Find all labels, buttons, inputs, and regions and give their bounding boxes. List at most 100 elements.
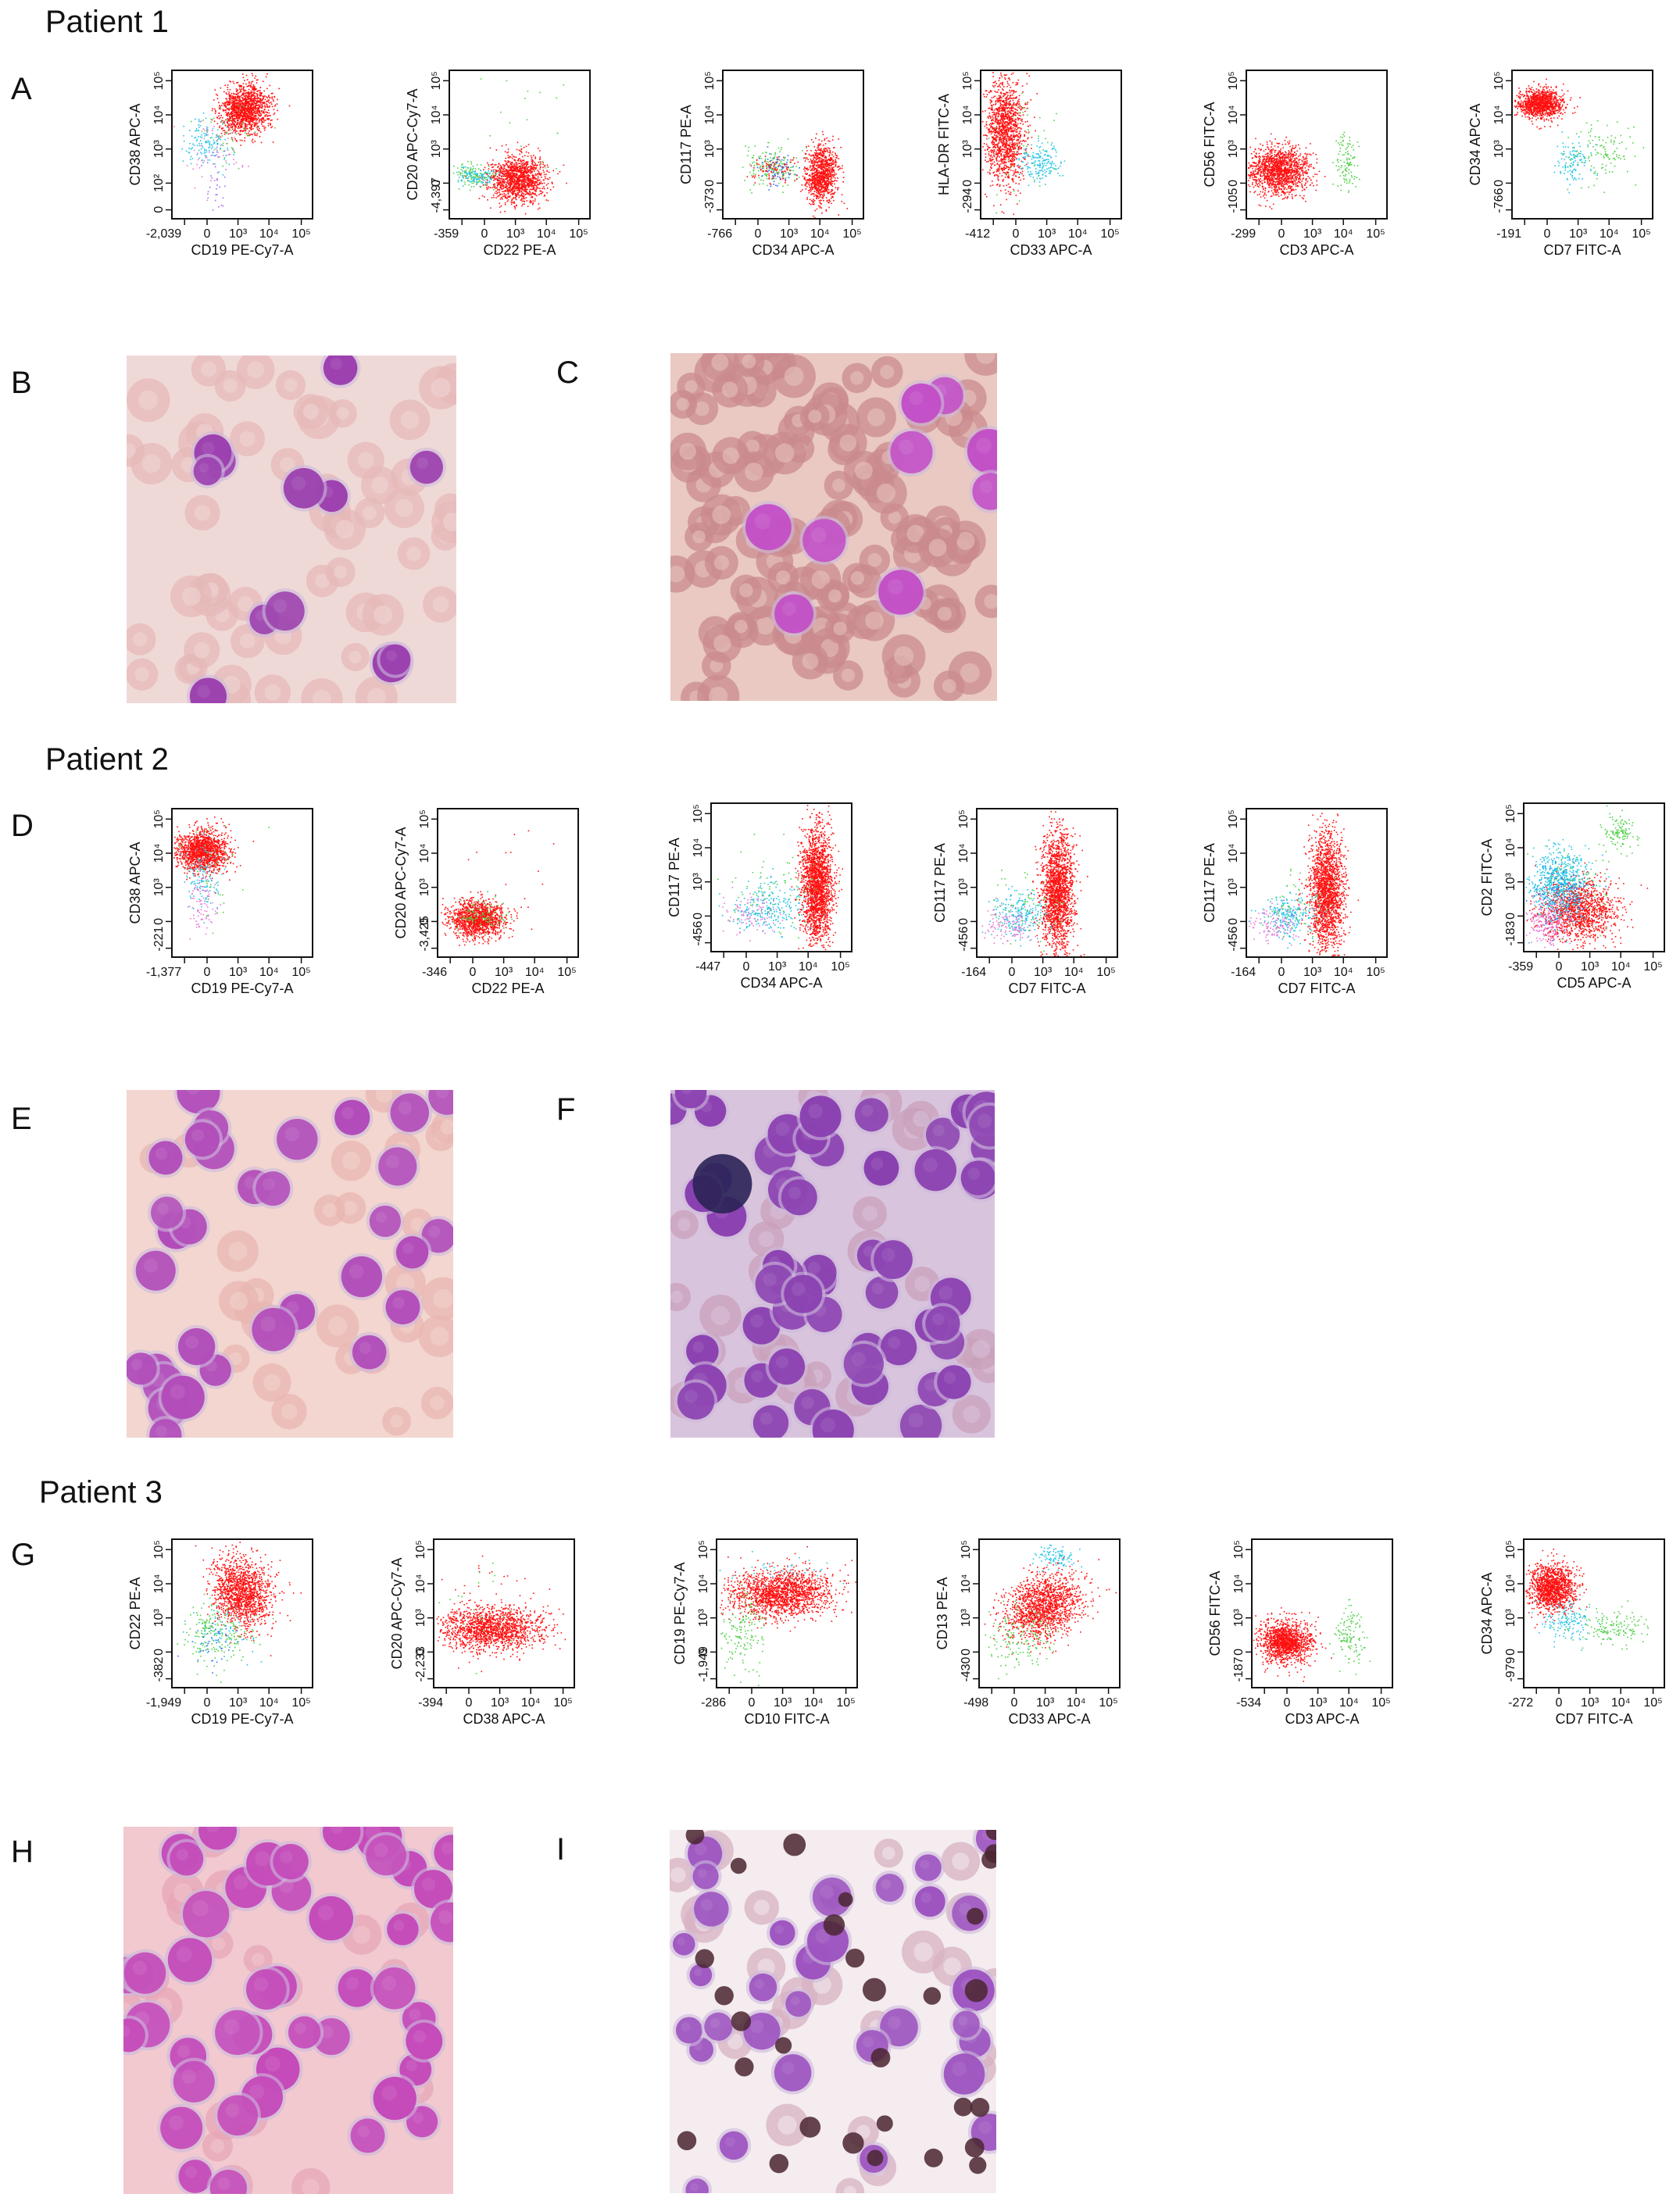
x-tick-label: -498 (963, 1696, 988, 1710)
x-tick-label: 10³ (780, 227, 799, 241)
panel-label-c: C (556, 356, 579, 391)
y-axis-label: HLA-DR FITC-A (936, 94, 952, 195)
x-tick-label: 10⁵ (557, 966, 576, 979)
y-tick-label: -1,949 (697, 1646, 710, 1681)
y-tick-label: 10⁵ (152, 809, 166, 828)
y-tick-label: 10⁵ (1492, 71, 1506, 90)
x-tick-label: -2,039 (146, 227, 181, 241)
flow-plot-d6: -359 0 10³ 10⁴ 10⁵ -183 0 10³ 10⁴ 10⁵ CD5 APC-A CD2… (1479, 795, 1668, 1006)
y-tick-label: 10⁴ (418, 844, 431, 863)
flow-plot-d1: -1,377 0 10³ 10⁴ 10⁵ -221 0 10³ 10⁴ 10⁵ CD19 PE-Cy… (127, 801, 316, 1012)
y-tick-label: 10⁴ (960, 1574, 973, 1594)
y-tick-label: 10³ (960, 1608, 973, 1627)
x-axis-ticks: -359 0 10³ 10⁴ 10⁵ (1508, 952, 1663, 974)
y-tick-label: 0 (957, 918, 970, 925)
y-tick-label: 0 (152, 206, 166, 213)
x-tick-label: 10⁵ (291, 966, 310, 979)
y-tick-label: 10³ (1232, 1608, 1246, 1627)
x-tick-label: 10³ (506, 227, 525, 241)
y-tick-label: 10⁵ (697, 1540, 710, 1559)
x-axis-ticks: -534 0 10³ 10⁴ 10⁵ (1236, 1688, 1391, 1710)
plot-frame (976, 808, 1118, 958)
y-tick-label: 10⁴ (697, 1574, 710, 1594)
y-tick-label: 10⁴ (957, 844, 970, 863)
y-tick-label: 10³ (418, 877, 431, 896)
y-axis-label: CD20 APC-Cy7-A (389, 1557, 405, 1669)
y-tick-label: 10³ (957, 877, 970, 896)
x-tick-label: 10⁴ (1064, 966, 1084, 979)
y-tick-label: -456 (1227, 926, 1240, 951)
x-axis-label: CD10 FITC-A (744, 1711, 829, 1727)
x-tick-label: 0 (743, 960, 750, 974)
flow-plot-a2: -359 0 10³ 10⁴ 10⁵ -4,397 0 10³ 10⁴ 10⁵ CD22 PE-A C… (405, 63, 594, 273)
x-axis-label: CD7 FITC-A (1278, 981, 1356, 996)
y-tick-label: 0 (418, 918, 431, 925)
x-axis-label: CD19 PE-Cy7-A (191, 1711, 293, 1727)
y-tick-label: 10⁴ (1504, 838, 1517, 858)
x-tick-label: 10⁴ (1334, 227, 1353, 241)
y-tick-label: 10⁵ (692, 804, 705, 823)
x-tick-label: 10⁴ (521, 1696, 541, 1710)
y-tick-label: 10⁵ (1504, 804, 1517, 823)
plot-frame (1246, 70, 1388, 220)
x-tick-label: -191 (1496, 227, 1521, 241)
x-tick-label: 0 (1009, 966, 1016, 979)
x-tick-label: 10³ (1036, 1696, 1055, 1710)
x-tick-label: -412 (965, 227, 990, 241)
y-axis-label: CD22 PE-A (127, 1577, 143, 1649)
x-axis-label: CD5 APC-A (1557, 975, 1631, 991)
event-dots (1248, 813, 1360, 957)
y-tick-label: -382 (152, 1656, 166, 1681)
x-tick-label: 0 (1544, 227, 1551, 241)
y-tick-label: 10³ (961, 139, 974, 158)
x-tick-label: 10⁵ (1371, 1696, 1390, 1710)
event-dots (984, 1544, 1117, 1680)
plot-frame (710, 802, 853, 952)
x-tick-label: 10⁵ (842, 227, 861, 241)
y-tick-label: 10³ (152, 1608, 166, 1627)
y-tick-label: 0 (1227, 918, 1240, 925)
flow-plot-a1: -2,039 0 10³ 10⁴ 10⁵ 0 10² 10³ 10⁴ 10⁵ CD19 PE-Cy7… (127, 63, 316, 273)
y-tick-label: 0 (152, 918, 166, 925)
x-tick-label: 10³ (229, 1696, 248, 1710)
y-tick-label: 10³ (1492, 139, 1506, 158)
x-tick-label: 0 (755, 227, 762, 241)
event-dots (742, 130, 849, 219)
y-tick-label: -766 (1492, 188, 1506, 213)
y-tick-label: 10⁵ (960, 1540, 973, 1559)
x-tick-label: 0 (749, 1696, 756, 1710)
x-tick-label: 0 (204, 1696, 211, 1710)
y-tick-label: 0 (703, 180, 717, 187)
y-tick-label: 0 (1232, 1649, 1246, 1656)
plot-frame (1523, 802, 1665, 952)
y-tick-label: 10³ (1227, 877, 1240, 896)
x-tick-label: 10⁴ (1334, 966, 1353, 979)
x-axis-ticks: -346 0 10³ 10⁴ 10⁵ (422, 957, 577, 979)
patient-3-title: Patient 3 (39, 1475, 163, 1510)
y-tick-label: 10⁵ (957, 809, 970, 828)
x-tick-label: 0 (1556, 1696, 1563, 1710)
x-axis-label: CD19 PE-Cy7-A (191, 242, 293, 258)
y-tick-label: 10³ (414, 1608, 427, 1627)
event-dots (981, 72, 1066, 216)
plot-frame (980, 70, 1122, 220)
x-tick-label: 10⁴ (1339, 1696, 1359, 1710)
y-tick-label: 10³ (1504, 872, 1517, 891)
event-dots (717, 805, 844, 951)
y-axis-label: CD34 APC-A (1479, 1572, 1495, 1654)
patient-2-title: Patient 2 (45, 742, 169, 777)
plot-frame (1511, 70, 1653, 220)
x-axis-ticks: -766 0 10³ 10⁴ 10⁵ (707, 219, 862, 241)
event-dots (1253, 1599, 1371, 1682)
